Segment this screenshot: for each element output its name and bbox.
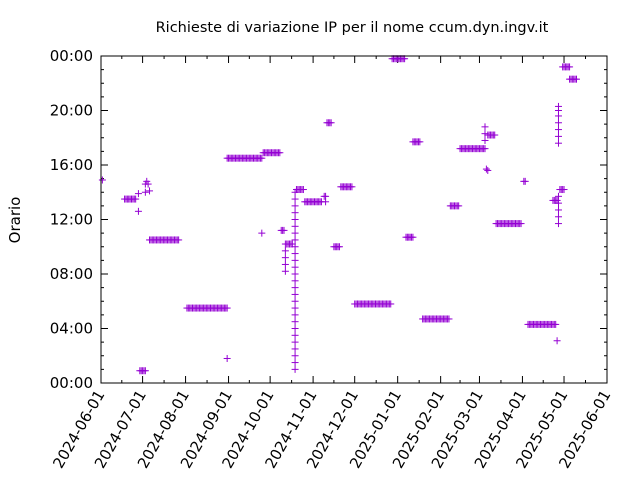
data-point (281, 247, 289, 255)
data-point (455, 202, 463, 210)
data-point (553, 337, 561, 345)
data-point (291, 229, 299, 237)
data-point (445, 315, 453, 323)
data-point (481, 145, 489, 153)
plot-frame (100, 55, 608, 384)
data-points (98, 55, 581, 375)
data-point (291, 325, 299, 332)
data-point (291, 209, 299, 217)
data-point (554, 220, 562, 228)
data-point (291, 331, 299, 339)
data-point (348, 183, 356, 191)
data-point (327, 119, 335, 127)
data-point (491, 131, 499, 139)
data-point (554, 192, 562, 200)
data-point (276, 149, 284, 157)
data-point (387, 300, 395, 308)
data-point (554, 102, 562, 110)
data-point (281, 254, 289, 262)
data-point (291, 352, 299, 360)
data-point (291, 304, 299, 312)
data-point (134, 190, 142, 198)
data-point (291, 250, 299, 258)
data-point (132, 195, 140, 203)
data-point (141, 188, 149, 196)
y-axis-label: Orario (6, 197, 24, 244)
data-point (291, 222, 299, 230)
data-point (223, 354, 231, 362)
data-point (291, 290, 299, 298)
data-point (291, 284, 299, 292)
data-point (291, 365, 299, 373)
y-tick-label: 12:00 (50, 211, 93, 229)
data-point (409, 233, 417, 241)
data-point (517, 220, 525, 228)
data-point (281, 260, 289, 268)
data-point (291, 297, 299, 305)
data-point (554, 206, 562, 214)
data-point (554, 199, 562, 207)
data-point (291, 256, 299, 264)
y-tick-label: 04:00 (50, 320, 93, 338)
data-point (481, 123, 489, 131)
data-point (291, 345, 299, 353)
y-tick-label: 00:00 (50, 374, 93, 392)
data-point (521, 177, 529, 185)
data-point (291, 216, 299, 223)
data-point (98, 176, 106, 184)
data-point (416, 138, 424, 146)
data-point (280, 226, 288, 234)
data-point (258, 229, 266, 237)
data-point (482, 165, 490, 173)
data-point (291, 270, 299, 278)
data-point (291, 263, 299, 271)
data-point (322, 198, 330, 206)
y-axis: 00:00 04:00 08:00 12:00 16:00 20:00 00:00 (50, 47, 607, 392)
data-point (146, 187, 154, 195)
y-tick-label: 16:00 (50, 156, 93, 174)
data-point (299, 186, 307, 194)
data-point (560, 186, 568, 194)
data-point (175, 236, 183, 244)
data-point (291, 359, 299, 367)
y-tick-label: 00:00 (50, 47, 93, 65)
data-point (291, 243, 299, 251)
data-point (481, 136, 489, 144)
data-point (291, 236, 299, 244)
data-point (291, 311, 299, 319)
data-point (484, 166, 492, 174)
data-point (335, 243, 343, 251)
data-point (291, 277, 299, 285)
chart-title: Richieste di variazione IP per il nome c… (156, 20, 549, 36)
data-point (566, 63, 574, 71)
data-point (554, 132, 562, 140)
data-point (573, 75, 581, 83)
data-point (141, 367, 149, 375)
data-point (291, 202, 299, 210)
data-point (134, 207, 142, 215)
data-point (554, 119, 562, 127)
data-point (552, 320, 560, 328)
x-axis: 2024-06-012024-07-012024-08-012024-09-01… (49, 56, 614, 472)
data-point (281, 267, 289, 275)
data-point (554, 213, 562, 221)
data-point (554, 126, 562, 134)
data-point (258, 154, 266, 162)
data-point (554, 139, 562, 147)
y-tick-label: 08:00 (50, 265, 93, 283)
data-point (291, 338, 299, 346)
data-point (223, 304, 231, 312)
y-tick-label: 20:00 (50, 102, 93, 120)
data-point (291, 195, 299, 203)
data-point (291, 318, 299, 326)
data-point (144, 180, 152, 188)
